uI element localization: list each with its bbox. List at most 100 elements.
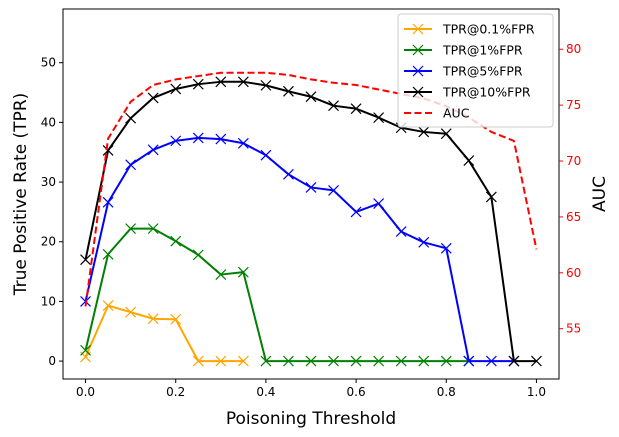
data-point-tpr10 (237, 76, 249, 88)
data-point-tpr10 (215, 76, 227, 88)
plot-frame (62, 8, 560, 380)
y2-tick-label: 70 (566, 154, 581, 168)
x-tick-label: 0.0 (76, 385, 95, 399)
data-point-tpr1 (147, 223, 159, 235)
data-point-tpr5 (237, 137, 249, 149)
y-tick-label: 20 (41, 235, 56, 249)
legend-label-tpr1: TPR@1%FPR (442, 43, 523, 58)
data-point-tpr10 (125, 112, 137, 124)
data-point-tpr5 (350, 206, 362, 218)
series-line-tpr01 (84, 304, 244, 363)
legend-marker-tpr1 (412, 44, 424, 56)
data-point-tpr01 (237, 355, 249, 367)
data-point-tpr01 (215, 355, 227, 367)
data-point-tpr1 (125, 223, 137, 235)
data-point-tpr5 (260, 149, 272, 161)
data-point-tpr5 (418, 236, 430, 248)
data-point-tpr1 (237, 266, 249, 278)
data-point-tpr1 (395, 355, 407, 367)
data-point-tpr10 (283, 85, 294, 97)
legend-marker-tpr10 (412, 86, 424, 98)
data-point-tpr10 (531, 355, 542, 367)
data-point-tpr1 (328, 355, 339, 367)
data-point-tpr01 (192, 355, 204, 367)
data-point-tpr5 (395, 226, 407, 238)
data-point-tpr10 (260, 79, 272, 91)
data-point-tpr5 (192, 132, 204, 144)
y2-tick-label: 65 (566, 210, 581, 224)
data-point-tpr1 (192, 249, 204, 261)
data-point-tpr5 (463, 355, 475, 367)
data-point-tpr5 (305, 182, 317, 193)
data-point-tpr1 (215, 269, 227, 280)
data-point-tpr1 (170, 235, 182, 247)
data-point-tpr1 (260, 355, 272, 367)
x-axis: 0.0 0.2 0.4 0.6 0.8 1.0 (76, 379, 546, 399)
data-point-tpr5 (440, 242, 452, 254)
y2-tick-label: 60 (566, 266, 581, 280)
legend-label-auc: AUC (443, 106, 470, 121)
y-tick-label: 10 (41, 294, 56, 308)
data-point-tpr5 (102, 196, 114, 208)
data-point-tpr5 (328, 184, 339, 196)
data-point-tpr5 (147, 144, 159, 156)
series-line-tpr5 (84, 136, 514, 363)
data-point-tpr10 (170, 83, 182, 95)
y-axis-right: 55 60 65 70 75 80 (559, 42, 581, 336)
data-point-tpr01 (125, 306, 137, 318)
x-tick-label: 0.4 (256, 385, 275, 399)
y-axis-label: True Positive Rate (TPR) (11, 93, 31, 297)
y2-tick-label: 75 (566, 98, 581, 112)
data-point-tpr10 (328, 100, 339, 112)
plot-marks (80, 71, 542, 367)
data-point-tpr1 (102, 248, 114, 260)
x-tick-label: 1.0 (527, 385, 546, 399)
data-point-tpr01 (170, 313, 182, 325)
legend-frame (397, 13, 554, 128)
data-point-tpr10 (418, 126, 430, 138)
legend: TPR@0.1%FPR TPR@1%FPR TPR@5%FPR TPR@10%FPR A… (397, 13, 554, 128)
data-point-tpr01 (102, 300, 114, 312)
data-point-tpr10 (485, 191, 497, 203)
data-point-tpr1 (350, 355, 362, 367)
data-point-tpr10 (80, 254, 91, 266)
legend-marker-tpr01 (412, 23, 424, 35)
legend-marker-tpr5 (412, 65, 424, 77)
data-point-tpr10 (192, 78, 204, 90)
legend-label-tpr01: TPR@0.1%FPR (442, 22, 535, 37)
x-axis-label: Poisoning Threshold (226, 409, 396, 429)
data-point-tpr1 (80, 344, 91, 356)
y-axis-left: 0 10 20 30 40 50 (41, 56, 63, 368)
data-point-tpr5 (170, 135, 182, 147)
y2-axis-label: AUC (590, 176, 610, 212)
legend-label-tpr10: TPR@10%FPR (442, 85, 531, 100)
x-tick-label: 0.6 (347, 385, 366, 399)
y-tick-label: 0 (48, 354, 56, 368)
data-point-tpr5 (215, 133, 227, 145)
data-point-tpr10 (508, 355, 520, 367)
data-point-tpr5 (373, 198, 385, 209)
data-point-tpr1 (305, 355, 317, 367)
data-point-tpr10 (463, 155, 475, 167)
data-point-tpr10 (350, 103, 362, 115)
series-line-auc (84, 71, 538, 307)
y-tick-label: 40 (41, 115, 56, 129)
data-point-tpr01 (147, 313, 159, 325)
data-point-tpr1 (283, 355, 294, 367)
data-point-tpr1 (440, 355, 452, 367)
data-point-tpr10 (440, 128, 452, 140)
y-tick-label: 50 (41, 56, 56, 70)
data-point-tpr10 (305, 91, 317, 103)
data-point-tpr10 (373, 112, 385, 124)
data-point-tpr5 (125, 159, 137, 171)
data-point-tpr10 (102, 145, 114, 156)
x-tick-label: 0.2 (166, 385, 185, 399)
y-tick-label: 30 (41, 175, 56, 189)
y2-tick-label: 80 (566, 42, 581, 56)
data-point-tpr1 (373, 355, 385, 367)
data-point-tpr5 (485, 355, 497, 367)
legend-label-tpr5: TPR@5%FPR (442, 64, 523, 79)
data-point-tpr10 (147, 92, 159, 104)
data-point-tpr5 (283, 168, 294, 180)
